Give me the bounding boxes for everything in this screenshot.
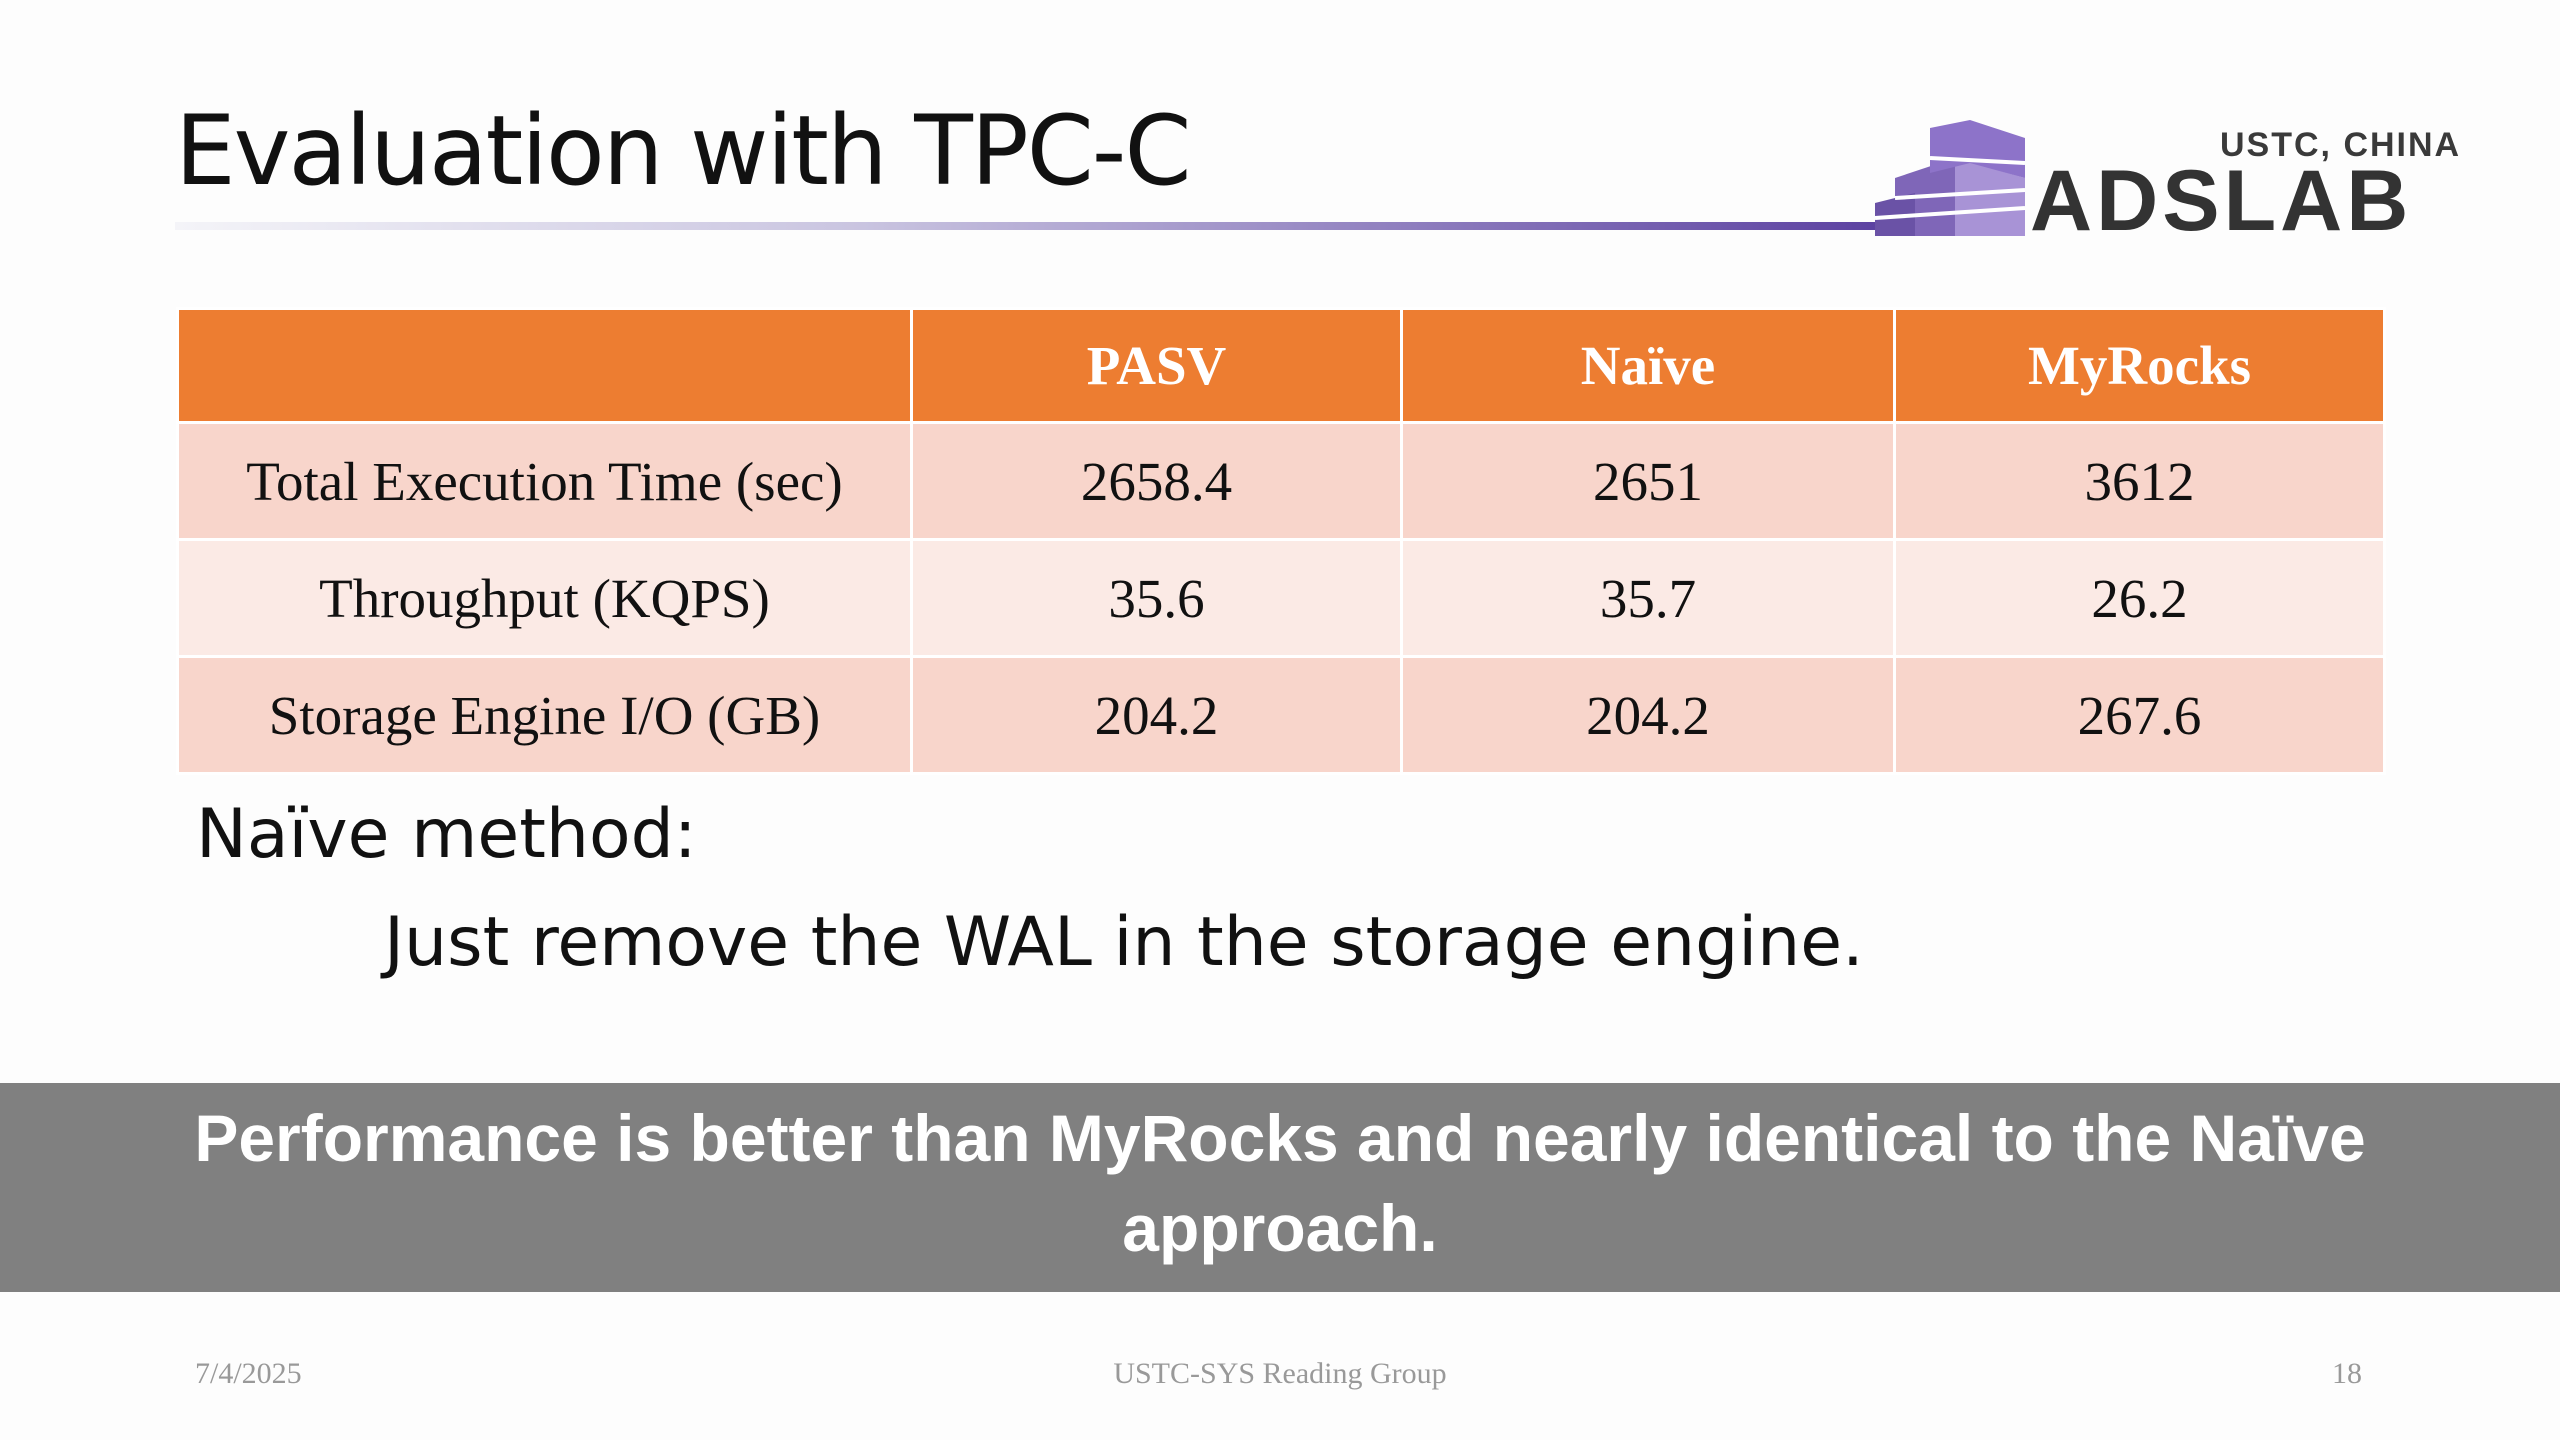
title-rule (175, 222, 1895, 230)
table-cell: 2651 (1400, 421, 1896, 541)
corner-cell (176, 307, 913, 424)
table-cell: 26.2 (1893, 538, 2386, 658)
table-row: Storage Engine I/O (GB) 204.2 204.2 267.6 (176, 655, 2386, 775)
body-heading: Naïve method: (196, 795, 697, 874)
column-header: Naïve (1400, 307, 1896, 424)
caption-band (0, 1083, 2560, 1292)
table-cell: 35.6 (910, 538, 1403, 658)
table-cell: 35.7 (1400, 538, 1896, 658)
footer-page: 18 (2332, 1357, 2362, 1390)
table-cell: 204.2 (1400, 655, 1896, 775)
column-header: PASV (910, 307, 1403, 424)
table-row: Total Execution Time (sec) 2658.4 2651 3612 (176, 421, 2386, 541)
logo-name: ADSLAB (2030, 153, 2413, 249)
caption: Performance is better than MyRocks and n… (194, 1101, 2366, 1265)
table-cell: 3612 (1893, 421, 2386, 541)
footer-group: USTC-SYS Reading Group (1113, 1357, 1447, 1390)
table-row: Throughput (KQPS) 35.6 35.7 26.2 (176, 538, 2386, 658)
logo-building (1875, 120, 2026, 236)
header-row: PASV Naïve MyRocks (176, 307, 2386, 424)
column-header: MyRocks (1893, 307, 2386, 424)
row-label: Storage Engine I/O (GB) (176, 655, 913, 775)
logo-subtitle: USTC, CHINA (2220, 126, 2462, 164)
footer-date: 7/4/2025 (195, 1357, 302, 1390)
body-text: Just remove the WAL in the storage engin… (384, 903, 1864, 982)
table-cell: 267.6 (1893, 655, 2386, 775)
slide-title: Evaluation with TPC-C (175, 95, 1191, 207)
table-cell: 2658.4 (910, 421, 1403, 541)
row-label: Total Execution Time (sec) (176, 421, 913, 541)
row-label: Throughput (KQPS) (176, 538, 913, 658)
results-table: PASV Naïve MyRocks Total Execution Time (s… (176, 307, 2386, 775)
table-cell: 204.2 (910, 655, 1403, 775)
